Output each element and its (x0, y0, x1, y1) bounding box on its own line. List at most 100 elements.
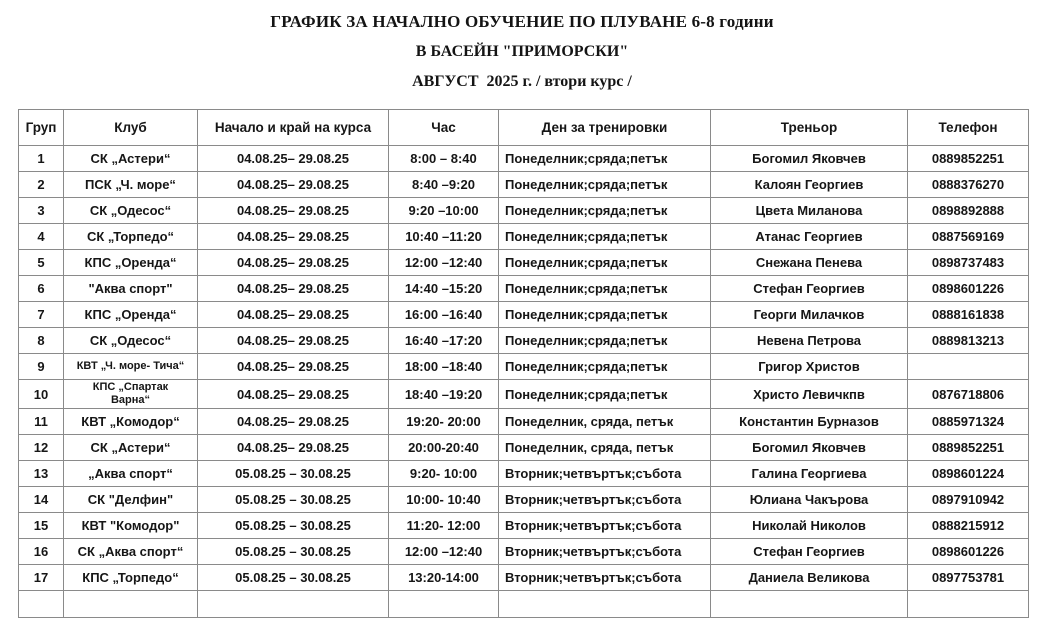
cell-days: Понеделник;сряда;петък (498, 301, 711, 328)
cell-group: 16 (18, 538, 64, 565)
header-club: Клуб (63, 109, 198, 146)
header-trainer: Треньор (710, 109, 908, 146)
table-row: 16 СК „Аква спорт“ 05.08.25 – 30.08.25 12:0… (18, 538, 1029, 565)
cell-days: Понеделник;сряда;петък (498, 353, 711, 380)
cell-club (63, 590, 198, 618)
cell-time: 12:00 –12:40 (388, 249, 499, 276)
cell-phone: 0898737483 (907, 249, 1029, 276)
table-row: 11 КВТ „Комодор“ 04.08.25– 29.08.25 19:20- … (18, 408, 1029, 435)
cell-phone: 0885971324 (907, 408, 1029, 435)
cell-days: Понеделник;сряда;петък (498, 197, 711, 224)
cell-phone: 0887569169 (907, 223, 1029, 250)
table-row: 14 СК "Делфин" 05.08.25 – 30.08.25 10:00- 1… (18, 486, 1029, 513)
cell-group: 5 (18, 249, 64, 276)
cell-dates: 04.08.25– 29.08.25 (197, 353, 389, 380)
cell-club: СК „Астери“ (63, 434, 198, 461)
cell-group: 6 (18, 275, 64, 302)
cell-group: 13 (18, 460, 64, 487)
cell-trainer: Стефан Георгиев (710, 538, 908, 565)
cell-club: КВТ "Комодор" (63, 512, 198, 539)
page-subtitle-date: АВГУСТ 2025 г. / втори курс / (412, 73, 632, 90)
cell-time (388, 590, 499, 618)
cell-trainer: Калоян Георгиев (710, 171, 908, 198)
cell-group: 8 (18, 327, 64, 354)
cell-trainer: Невена Петрова (710, 327, 908, 354)
table-row: 4 СК „Торпедо“ 04.08.25– 29.08.25 10:40 –11… (18, 223, 1029, 250)
cell-dates: 04.08.25– 29.08.25 (197, 327, 389, 354)
cell-phone: 0889852251 (907, 434, 1029, 461)
cell-phone: 0898601226 (907, 538, 1029, 565)
cell-trainer: Атанас Георгиев (710, 223, 908, 250)
cell-phone: 0898601224 (907, 460, 1029, 487)
cell-trainer: Богомил Яковчев (710, 145, 908, 172)
cell-dates: 04.08.25– 29.08.25 (197, 171, 389, 198)
cell-phone: 0888376270 (907, 171, 1029, 198)
cell-trainer: Константин Бурназов (710, 408, 908, 435)
cell-dates: 05.08.25 – 30.08.25 (197, 512, 389, 539)
table-row: 8 СК „Одесос“ 04.08.25– 29.08.25 16:40 –17:… (18, 327, 1029, 354)
table-row-cutoff (18, 590, 1029, 618)
cell-dates: 04.08.25– 29.08.25 (197, 408, 389, 435)
table-row: 2 ПСК „Ч. море“ 04.08.25– 29.08.25 8:40 –9:… (18, 171, 1029, 198)
page-subtitle-pool: В БАСЕЙН "ПРИМОРСКИ" (415, 43, 629, 60)
cell-club: „Аква спорт“ (63, 460, 198, 487)
cell-dates: 04.08.25– 29.08.25 (197, 249, 389, 276)
cell-days: Вторник;четвъртък;събота (498, 460, 711, 487)
cell-trainer: Христо Левичкпв (710, 379, 908, 409)
cell-days: Понеделник;сряда;петък (498, 171, 711, 198)
cell-time: 16:40 –17:20 (388, 327, 499, 354)
cell-dates: 04.08.25– 29.08.25 (197, 379, 389, 409)
cell-days: Вторник;четвъртък;събота (498, 486, 711, 513)
schedule-table-body: 1 СК „Астери“ 04.08.25– 29.08.25 8:00 – 8:4… (18, 145, 1029, 618)
cell-time: 8:40 –9:20 (388, 171, 499, 198)
cell-club: ПСК „Ч. море“ (63, 171, 198, 198)
cell-phone: 0889813213 (907, 327, 1029, 354)
cell-phone: 0898892888 (907, 197, 1029, 224)
cell-trainer: Николай Николов (710, 512, 908, 539)
cell-dates: 04.08.25– 29.08.25 (197, 434, 389, 461)
table-row: 15 КВТ "Комодор" 05.08.25 – 30.08.25 11:20-… (18, 512, 1029, 539)
cell-dates: 04.08.25– 29.08.25 (197, 275, 389, 302)
cell-club: КПС „Оренда“ (63, 249, 198, 276)
cell-time: 10:00- 10:40 (388, 486, 499, 513)
cell-time: 10:40 –11:20 (388, 223, 499, 250)
cell-group: 10 (18, 379, 64, 409)
cell-time: 16:00 –16:40 (388, 301, 499, 328)
cell-club: СК „Одесос“ (63, 327, 198, 354)
cell-time: 8:00 – 8:40 (388, 145, 499, 172)
header-dates: Начало и край на курса (197, 109, 389, 146)
table-row: 9 КВТ „Ч. море- Тича“ 04.08.25– 29.08.25 18… (18, 353, 1029, 380)
cell-trainer: Снежана Пенева (710, 249, 908, 276)
cell-phone: 0889852251 (907, 145, 1029, 172)
cell-dates (197, 590, 389, 618)
table-row: 10 КПС „Спартак Варна“ 04.08.25– 29.08.25 1… (18, 379, 1029, 409)
cell-time: 18:00 –18:40 (388, 353, 499, 380)
cell-days: Понеделник;сряда;петък (498, 223, 711, 250)
cell-time: 14:40 –15:20 (388, 275, 499, 302)
cell-time: 12:00 –12:40 (388, 538, 499, 565)
cell-group: 4 (18, 223, 64, 250)
cell-trainer: Григор Христов (710, 353, 908, 380)
table-row: 1 СК „Астери“ 04.08.25– 29.08.25 8:00 – 8:4… (18, 145, 1029, 172)
cell-group (18, 590, 64, 618)
cell-days: Понеделник;сряда;петък (498, 379, 711, 409)
cell-club: СК "Делфин" (63, 486, 198, 513)
cell-dates: 04.08.25– 29.08.25 (197, 223, 389, 250)
table-row: 13 „Аква спорт“ 05.08.25 – 30.08.25 9:20- 1… (18, 460, 1029, 487)
cell-days (498, 590, 711, 618)
header-phone: Телефон (907, 109, 1029, 146)
cell-days: Понеделник, сряда, петък (498, 434, 711, 461)
cell-trainer (710, 590, 908, 618)
table-row: 5 КПС „Оренда“ 04.08.25– 29.08.25 12:00 –12… (18, 249, 1029, 276)
cell-club: КПС „Оренда“ (63, 301, 198, 328)
cell-trainer: Галина Георгиева (710, 460, 908, 487)
table-row: 12 СК „Астери“ 04.08.25– 29.08.25 20:00-20:… (18, 434, 1029, 461)
cell-time: 19:20- 20:00 (388, 408, 499, 435)
cell-club: СК „Аква спорт“ (63, 538, 198, 565)
cell-days: Понеделник;сряда;петък (498, 327, 711, 354)
header-days: Ден за тренировки (498, 109, 711, 146)
cell-trainer: Цвета Миланова (710, 197, 908, 224)
cell-dates: 04.08.25– 29.08.25 (197, 301, 389, 328)
document-title-block: ГРАФИК ЗА НАЧАЛНО ОБУЧЕНИЕ ПО ПЛУВАНЕ 6-… (0, 0, 1044, 91)
